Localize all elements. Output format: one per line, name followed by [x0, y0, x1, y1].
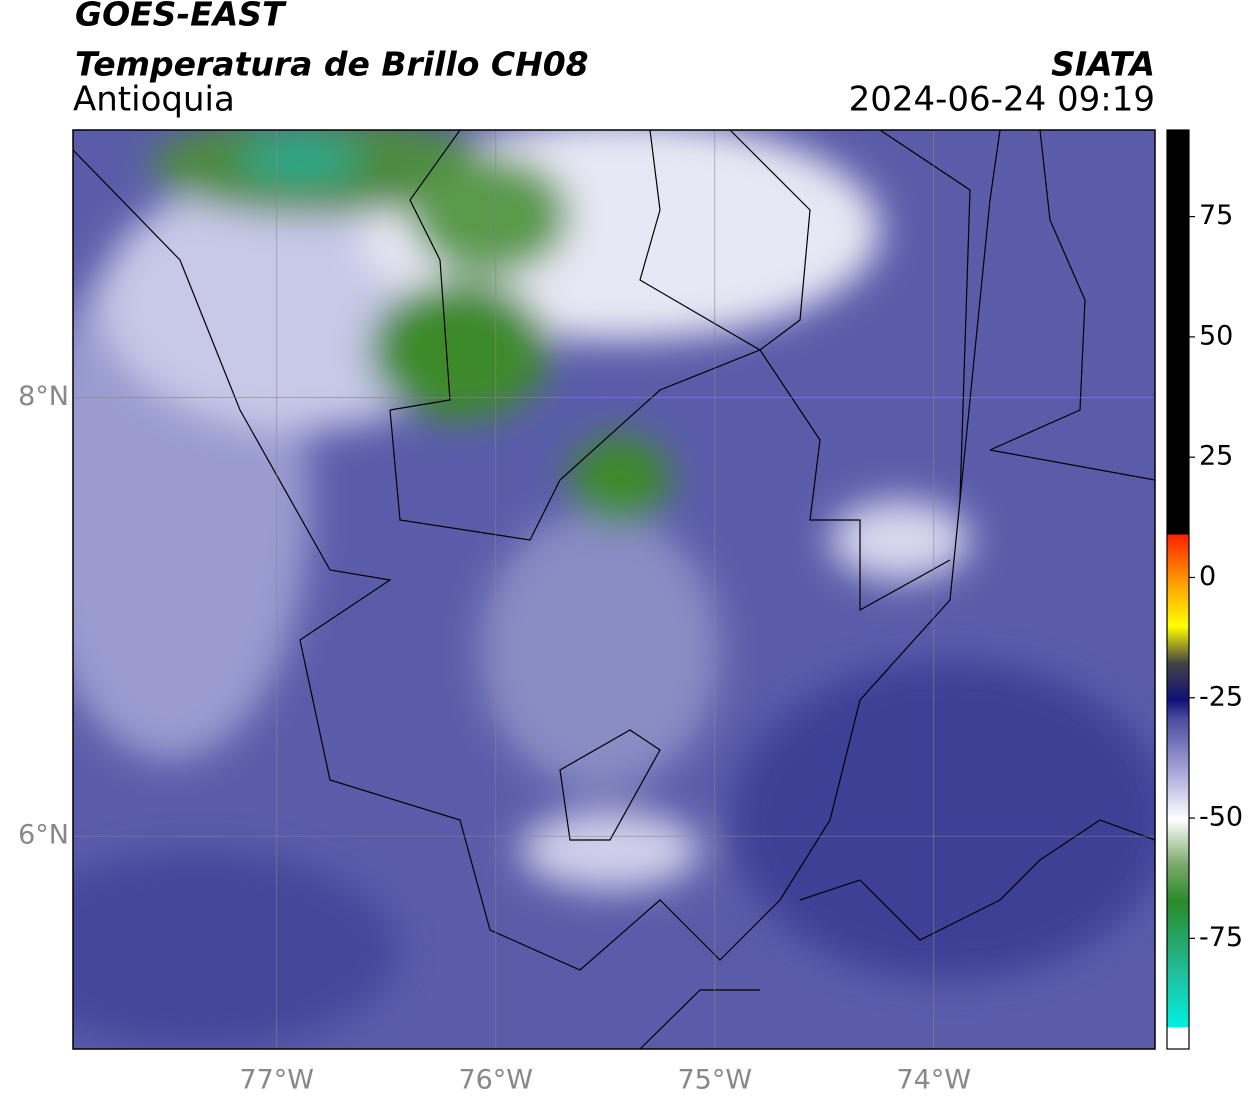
colorbar-tick-label: 50: [1199, 320, 1233, 351]
colorbar-tick-label: -25: [1199, 681, 1243, 712]
graticule: [73, 130, 1155, 1049]
x-tick-label: 75°W: [677, 1065, 752, 1096]
y-tick-label: 8°N: [18, 381, 69, 412]
datetime: 2024-06-24 09:19: [849, 80, 1155, 120]
colorbar-tick-label: 25: [1199, 441, 1233, 472]
colorbar-tick-label: -50: [1199, 802, 1243, 833]
colorbar-tick-label: -75: [1199, 922, 1243, 953]
satellite-image: [73, 130, 1155, 1049]
x-tick-label: 76°W: [458, 1065, 533, 1096]
subtitle: Temperatura de Brillo CH08: [75, 45, 589, 84]
colorbar: [1166, 129, 1190, 1050]
colorbar-tick-label: 75: [1199, 200, 1233, 231]
map-frame: [72, 129, 1156, 1050]
source: SIATA: [1051, 45, 1155, 84]
x-tick-label: 74°W: [897, 1065, 972, 1096]
region: Antioquia: [73, 80, 235, 120]
y-tick-label: 6°N: [18, 820, 69, 851]
title: GOES-EAST: [75, 0, 287, 34]
x-tick-label: 77°W: [239, 1065, 314, 1096]
colorbar-tick-label: 0: [1199, 561, 1216, 592]
